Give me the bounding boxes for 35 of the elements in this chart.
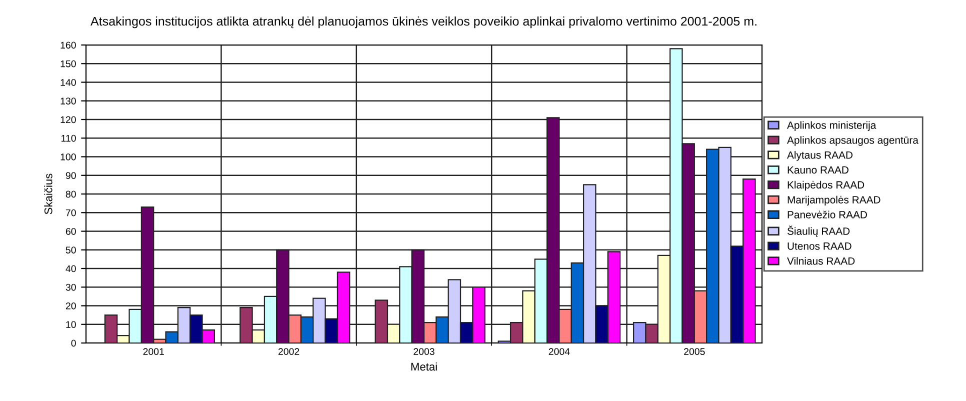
legend-label: Vilniaus RAAD bbox=[787, 257, 855, 265]
y-tick-label: 80 bbox=[66, 190, 76, 198]
y-axis-title: Skaičius bbox=[44, 174, 52, 214]
y-tick-label: 130 bbox=[60, 98, 76, 104]
y-tick-label: 160 bbox=[60, 42, 76, 49]
legend-label: Utenos RAAD bbox=[788, 242, 852, 250]
legend-label: Šiaulių RAAD bbox=[787, 226, 850, 237]
legend-label: Aplinkos ministerija bbox=[787, 121, 876, 131]
legend-label: Klaipėdos RAAD bbox=[788, 180, 864, 191]
legend-label: Panevėžio RAAD bbox=[788, 210, 867, 218]
y-tick-label: 30 bbox=[66, 284, 76, 291]
x-tick-label: 2004 bbox=[548, 348, 570, 355]
y-tick-label: 20 bbox=[66, 302, 76, 310]
y-tick-label: 60 bbox=[66, 228, 76, 235]
x-axis-title: Metai bbox=[411, 362, 437, 371]
y-tick-label: 0 bbox=[71, 340, 76, 347]
y-tick-label: 120 bbox=[60, 116, 76, 124]
legend-label: Marijampolės RAAD bbox=[788, 196, 880, 206]
legend-label: Aplinkos apsaugos agentūra bbox=[787, 136, 918, 146]
y-tick-label: 70 bbox=[66, 209, 76, 216]
y-tick-label: 100 bbox=[60, 153, 76, 160]
x-tick-label: 2002 bbox=[278, 348, 300, 355]
x-tick-label: 2005 bbox=[684, 348, 705, 355]
y-tick-label: 150 bbox=[60, 60, 76, 68]
legend-label: Alytaus RAAD bbox=[787, 151, 852, 161]
y-tick-label: 110 bbox=[62, 134, 76, 142]
x-tick-label: 2003 bbox=[414, 348, 434, 355]
y-tick-label: 90 bbox=[66, 172, 76, 179]
y-tick-label: 140 bbox=[60, 78, 76, 86]
y-tick-label: 10 bbox=[66, 321, 76, 328]
chart-title: Atsakingos institucijos atlikta atrankų dėl planuojamos ūkinės veiklos poveikio aplinkai privalomo vertinimo 2001-2005 m. bbox=[90, 16, 756, 28]
x-tick-label: 2001 bbox=[143, 348, 164, 355]
y-tick-label: 40 bbox=[66, 265, 76, 272]
y-tick-label: 50 bbox=[66, 246, 76, 254]
legend-label: Kauno RAAD bbox=[788, 166, 848, 174]
